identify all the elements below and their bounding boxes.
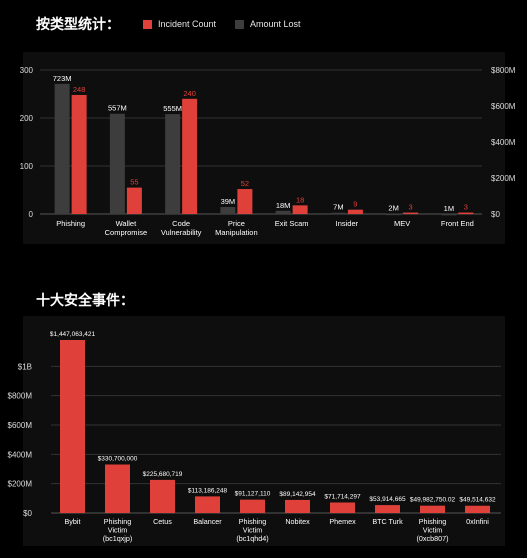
top-incidents-chart-panel: $0 $200M $400M $600M $800M $1B $1,447,063,421 B… <box>8 316 505 546</box>
incident-amount-bar <box>240 499 265 513</box>
amount-lost-value-label: 2M <box>388 204 398 213</box>
y-right-tick-label: $0 <box>491 210 500 219</box>
incident-amount-value-label: $71,714,297 <box>324 493 361 500</box>
x-category-label: Bybit <box>65 517 81 526</box>
incident-amount-value-label: $89,142,954 <box>279 491 316 498</box>
y-left-tick-label: 200 <box>20 114 34 123</box>
x-category-label: Phishing <box>56 219 85 228</box>
amount-lost-bar <box>165 114 181 214</box>
incident-amount-bar <box>60 340 85 513</box>
amount-lost-value-label: 1M <box>444 204 454 213</box>
incident-count-value-label: 9 <box>353 200 357 209</box>
legend-item-incident-count: Incident Count <box>143 17 216 31</box>
x-category-label: Balancer <box>193 517 222 526</box>
x-category-label: Wallet Compromise <box>105 219 148 237</box>
amount-lost-bar <box>441 213 457 216</box>
by-type-chart-panel: 0 100 200 300 $0 $200M $400M $600M $800M 723M 248 P… <box>20 52 516 244</box>
amount-lost-swatch <box>235 19 244 29</box>
y-tick-label: $1B <box>18 362 32 371</box>
incident-amount-bar <box>195 496 220 513</box>
x-category-label: Phemex <box>329 517 356 526</box>
incident-count-bar <box>347 209 363 214</box>
incident-amount-bar <box>375 505 400 513</box>
x-category-label: Code Vulnerability <box>161 219 202 237</box>
by-type-title: 按类型统计： <box>36 16 120 32</box>
amount-lost-bar <box>54 83 70 214</box>
y-tick-label: $200M <box>8 480 33 489</box>
x-category-label: Phishing Victim (bc1qhd4) <box>236 517 268 543</box>
incident-count-bar <box>292 205 308 214</box>
amount-lost-bar <box>220 206 236 214</box>
incident-amount-value-label: $1,447,063,421 <box>50 331 96 338</box>
y-left-tick-label: 0 <box>29 210 34 219</box>
incident-count-bar <box>237 189 253 214</box>
incident-count-value-label: 240 <box>183 89 196 98</box>
x-category-label: Exit Scam <box>275 219 309 228</box>
amount-lost-value-label: 7M <box>333 203 343 212</box>
y-tick-label: $400M <box>8 450 33 459</box>
x-category-label: Phishing Victim (bc1qxjp) <box>103 517 133 543</box>
incident-amount-bar <box>285 499 310 513</box>
legend-item-amount-lost: Amount Lost <box>235 17 301 31</box>
y-right-tick-label: $800M <box>491 66 516 75</box>
y-right-tick-label: $400M <box>491 138 516 147</box>
y-left-tick-label: 300 <box>20 66 34 75</box>
x-category-label: 0xInfini <box>466 517 489 526</box>
incident-count-bar <box>126 187 142 214</box>
amount-lost-bar <box>109 113 125 214</box>
incident-count-bar <box>182 98 198 214</box>
x-category-label: Price Manipulation <box>215 219 258 237</box>
amount-lost-bar <box>330 212 346 215</box>
incident-amount-bar <box>330 502 355 513</box>
incident-amount-value-label: $49,982,750.02 <box>410 497 456 504</box>
x-category-label: MEV <box>394 219 410 228</box>
incident-count-swatch <box>143 19 152 29</box>
y-left-tick-label: 100 <box>20 162 34 171</box>
x-category-label: Cetus <box>153 517 172 526</box>
incident-amount-bar <box>105 464 130 513</box>
incident-count-value-label: 18 <box>296 195 304 204</box>
y-right-tick-label: $600M <box>491 102 516 111</box>
amount-lost-label: Amount Lost <box>250 19 301 29</box>
amount-lost-value-label: 39M <box>221 197 236 206</box>
incident-amount-value-label: $91,127,110 <box>235 491 271 498</box>
amount-lost-bar <box>275 210 291 214</box>
incident-amount-value-label: $225,680,719 <box>143 471 183 478</box>
top-incidents-chart: $0 $200M $400M $600M $800M $1B $1,447,063,421 B… <box>8 331 501 543</box>
x-category-label: Insider <box>336 219 359 228</box>
x-category-label: Front End <box>441 219 474 228</box>
amount-lost-value-label: 555M <box>163 104 182 113</box>
incident-amount-bar <box>465 505 490 513</box>
amount-lost-value-label: 723M <box>53 74 72 83</box>
incident-amount-value-label: $113,186,248 <box>188 487 228 494</box>
incident-amount-value-label: $53,914,665 <box>369 496 406 503</box>
incident-amount-bar <box>150 479 175 513</box>
incident-amount-bar <box>420 505 445 513</box>
x-category-label: Nobitex <box>285 517 310 526</box>
incident-count-bar <box>458 212 474 215</box>
incident-amount-value-label: $49,514,632 <box>459 497 496 504</box>
y-right-tick-label: $200M <box>491 174 516 183</box>
incident-count-value-label: 3 <box>409 203 413 212</box>
y-tick-label: $600M <box>8 421 33 430</box>
y-tick-label: $800M <box>8 392 33 401</box>
incident-count-label: Incident Count <box>158 19 217 29</box>
top-incidents-title: 十大安全事件： <box>36 292 134 308</box>
x-category-label: BTC Turk <box>372 517 403 526</box>
amount-lost-bar <box>386 213 402 216</box>
incident-count-value-label: 3 <box>464 203 468 212</box>
x-category-label: Phishing Victim (0xcb807) <box>417 517 449 543</box>
y-tick-label: $0 <box>23 509 32 518</box>
incident-amount-value-label: $330,700,000 <box>98 455 138 462</box>
incident-count-bar <box>403 212 419 215</box>
incident-count-value-label: 248 <box>73 85 86 94</box>
incident-count-bar <box>71 94 87 214</box>
amount-lost-value-label: 18M <box>276 201 291 210</box>
amount-lost-value-label: 557M <box>108 104 127 113</box>
incident-count-value-label: 55 <box>130 178 138 187</box>
incident-count-value-label: 52 <box>241 179 249 188</box>
